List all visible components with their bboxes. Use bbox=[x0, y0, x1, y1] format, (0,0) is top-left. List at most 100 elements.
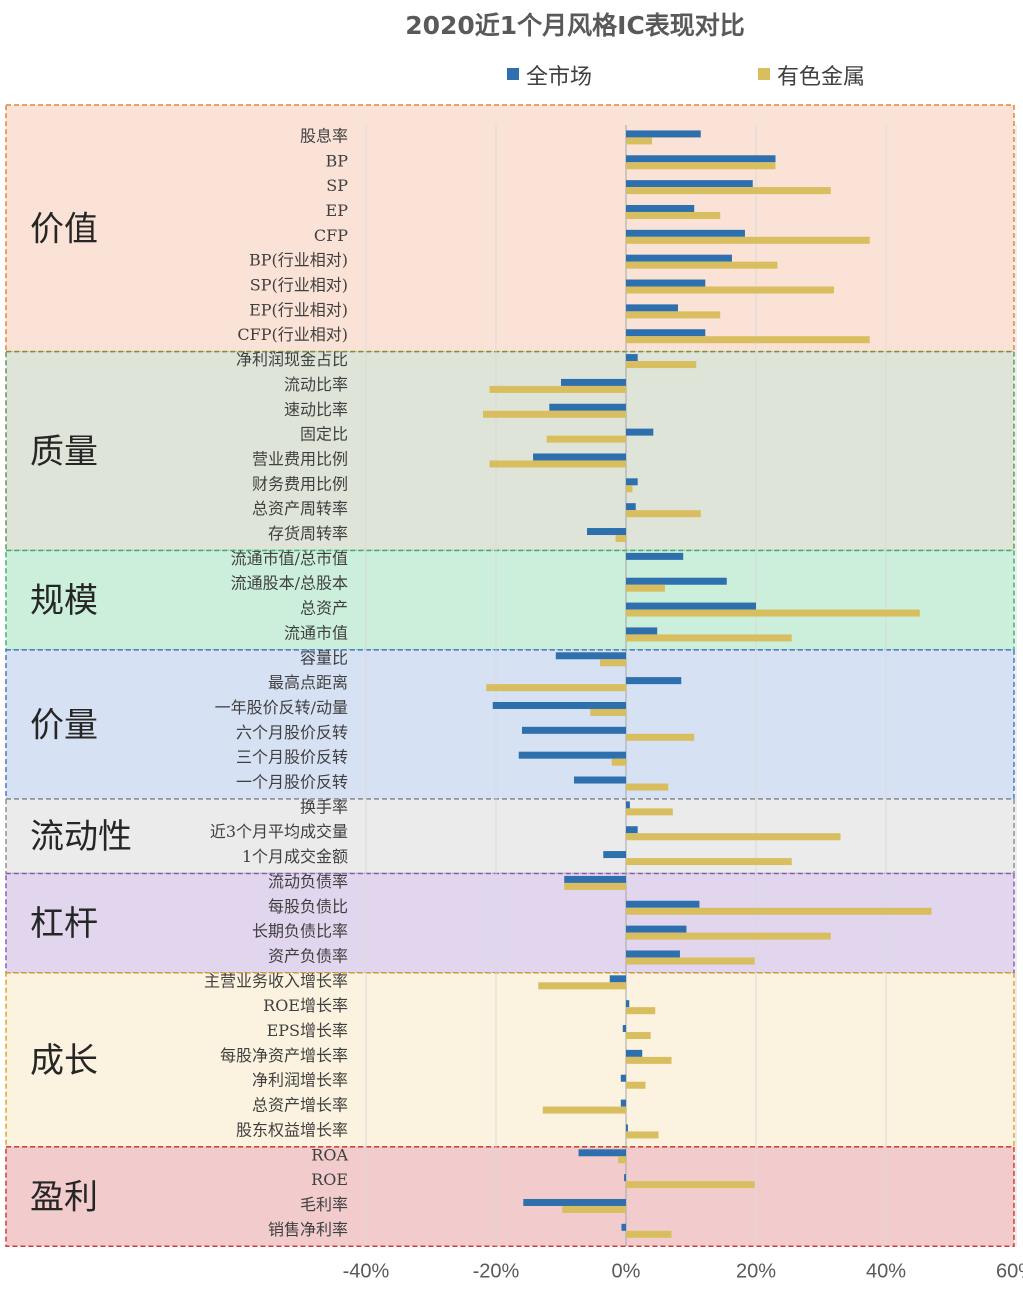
bar-all-market bbox=[626, 254, 732, 262]
bar-nonferrous bbox=[626, 1081, 646, 1089]
bar-all-market bbox=[523, 1198, 626, 1206]
bar-nonferrous bbox=[618, 1156, 626, 1164]
group-label: 规模 bbox=[30, 581, 98, 621]
bar-nonferrous bbox=[626, 336, 870, 344]
group-label: 杠杆 bbox=[30, 904, 98, 944]
bar-nonferrous bbox=[600, 659, 626, 667]
category-label: 近3个月平均成交量 bbox=[210, 822, 348, 841]
category-label: 营业费用比例 bbox=[252, 449, 348, 468]
bar-nonferrous bbox=[626, 808, 673, 816]
category-label: 流动负债率 bbox=[268, 872, 348, 891]
bar-nonferrous bbox=[626, 833, 841, 841]
category-label: 六个月股价反转 bbox=[236, 723, 348, 742]
bar-nonferrous bbox=[626, 286, 834, 294]
bar-all-market bbox=[626, 155, 776, 163]
category-label: 容量比 bbox=[300, 648, 348, 667]
category-label: BP bbox=[325, 151, 348, 170]
bar-nonferrous bbox=[626, 1131, 659, 1139]
bar-nonferrous bbox=[626, 1056, 672, 1064]
category-label: SP bbox=[326, 176, 348, 195]
bar-all-market bbox=[626, 900, 700, 908]
bar-nonferrous bbox=[562, 1205, 626, 1213]
category-label: EP(行业相对) bbox=[249, 300, 348, 319]
legend: 全市场 有色金属 bbox=[507, 65, 865, 90]
bar-all-market bbox=[622, 1025, 626, 1033]
category-label: 财务费用比例 bbox=[252, 474, 348, 493]
bar-all-market bbox=[564, 875, 626, 883]
group-label: 价值 bbox=[30, 209, 98, 249]
bar-nonferrous bbox=[626, 485, 633, 493]
category-label: 总资产周转率 bbox=[252, 499, 348, 518]
bar-all-market bbox=[626, 627, 658, 635]
category-label: 三个月股价反转 bbox=[236, 748, 348, 767]
bar-nonferrous bbox=[489, 385, 626, 393]
group-band bbox=[5, 872, 1015, 974]
bar-all-market bbox=[626, 503, 636, 511]
category-label: 资产负债率 bbox=[268, 946, 348, 965]
category-label: CFP bbox=[314, 226, 348, 245]
bar-all-market bbox=[620, 1099, 626, 1107]
category-label: 股东权益增长率 bbox=[236, 1120, 348, 1139]
category-label: CFP(行业相对) bbox=[237, 325, 348, 344]
bar-nonferrous bbox=[486, 684, 626, 692]
category-label: 流通股本/总股本 bbox=[231, 574, 348, 593]
bar-nonferrous bbox=[611, 758, 626, 766]
bar-all-market bbox=[533, 453, 626, 461]
bar-nonferrous bbox=[626, 634, 792, 642]
bar-all-market bbox=[626, 1049, 643, 1057]
x-tick-label: 60% bbox=[996, 1260, 1023, 1282]
legend-swatch-all-market bbox=[507, 68, 519, 80]
bar-all-market bbox=[626, 577, 727, 585]
group-band bbox=[5, 649, 1015, 800]
bar-all-market bbox=[626, 1000, 630, 1008]
bar-nonferrous bbox=[489, 460, 626, 468]
bar-all-market bbox=[624, 1174, 626, 1182]
bar-all-market bbox=[626, 602, 756, 610]
bar-all-market bbox=[492, 701, 626, 709]
category-label: 固定比 bbox=[300, 425, 348, 444]
category-label: 速动比率 bbox=[284, 400, 348, 419]
category-label: 主营业务收入增长率 bbox=[204, 971, 348, 990]
group-band bbox=[5, 350, 1015, 552]
bar-nonferrous bbox=[626, 1007, 656, 1015]
group-label: 成长 bbox=[30, 1041, 98, 1081]
category-label: 总资产增长率 bbox=[252, 1096, 348, 1115]
category-label: 流通市值 bbox=[284, 623, 348, 642]
bar-all-market bbox=[626, 354, 638, 362]
category-label: 1个月成交金额 bbox=[242, 847, 348, 866]
x-tick-label: -20% bbox=[473, 1260, 520, 1282]
bar-nonferrous bbox=[626, 137, 652, 145]
bar-nonferrous bbox=[626, 1230, 672, 1238]
bar-nonferrous bbox=[626, 584, 665, 592]
bar-all-market bbox=[587, 528, 626, 536]
bar-nonferrous bbox=[626, 236, 870, 244]
category-label: 一个月股价反转 bbox=[236, 773, 348, 792]
category-label: 销售净利率 bbox=[268, 1220, 348, 1239]
bar-nonferrous bbox=[626, 733, 695, 741]
bar-all-market bbox=[518, 751, 626, 759]
bar-nonferrous bbox=[626, 609, 920, 617]
bar-nonferrous bbox=[626, 162, 776, 170]
bar-nonferrous bbox=[626, 187, 831, 195]
bar-nonferrous bbox=[590, 708, 626, 716]
bar-all-market bbox=[626, 478, 638, 486]
bar-all-market bbox=[626, 552, 684, 560]
group-band bbox=[5, 104, 1015, 353]
group-label: 质量 bbox=[30, 432, 98, 472]
bar-all-market bbox=[626, 950, 680, 958]
bar-nonferrous bbox=[626, 932, 831, 940]
bar-all-market bbox=[626, 130, 701, 138]
bar-all-market bbox=[620, 1074, 626, 1082]
bar-all-market bbox=[626, 826, 638, 834]
x-tick-label: 0% bbox=[612, 1260, 641, 1282]
category-label: 存货周转率 bbox=[268, 524, 348, 543]
category-label: ROE增长率 bbox=[263, 996, 348, 1015]
group-band bbox=[5, 798, 1015, 875]
category-label: 净利润现金占比 bbox=[236, 350, 348, 369]
group-bands bbox=[5, 104, 1015, 1247]
bar-nonferrous bbox=[546, 435, 626, 443]
category-label: 净利润增长率 bbox=[252, 1071, 348, 1090]
category-label: 流动比率 bbox=[284, 375, 348, 394]
